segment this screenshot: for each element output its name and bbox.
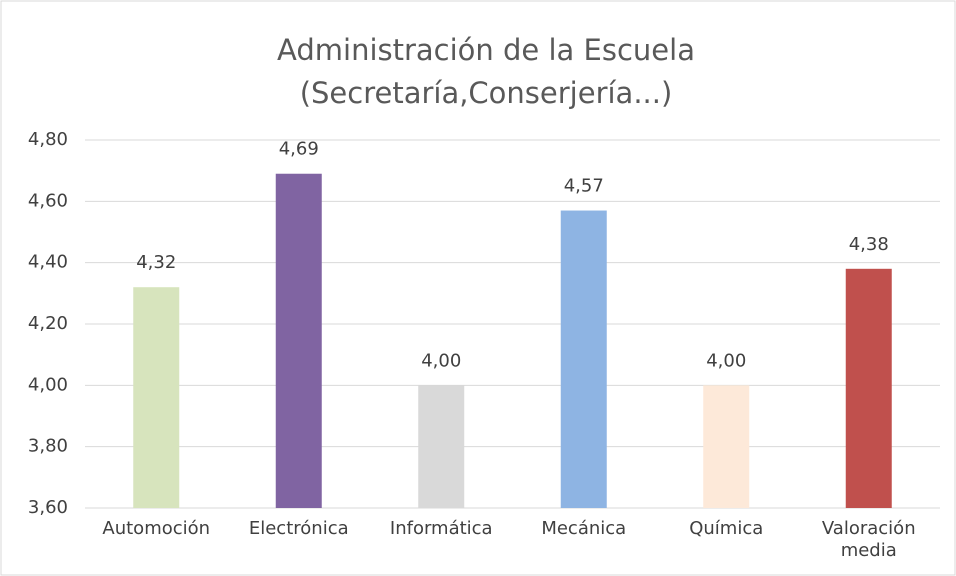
y-tick-label: 4,80 — [28, 129, 68, 150]
chart-title: (Secretaría,Conserjería...) — [300, 76, 673, 110]
data-label: 4,69 — [279, 139, 319, 160]
chart-title: Administración de la Escuela — [277, 33, 695, 67]
bar — [133, 287, 180, 508]
data-label: 4,32 — [136, 252, 176, 273]
y-tick-label: 4,40 — [28, 252, 68, 273]
y-tick-label: 4,00 — [28, 374, 68, 395]
bar — [703, 385, 750, 508]
x-tick-label: Informática — [389, 518, 493, 539]
data-label: 4,00 — [706, 350, 746, 371]
data-label: 4,57 — [564, 176, 604, 197]
x-tick-label: Química — [689, 518, 764, 539]
bar — [418, 385, 465, 508]
x-tick-label: Automoción — [102, 518, 211, 539]
bar — [560, 210, 607, 509]
y-tick-label: 3,60 — [28, 497, 68, 518]
data-label: 4,00 — [421, 350, 461, 371]
data-label: 4,38 — [849, 234, 889, 255]
y-tick-label: 4,60 — [28, 190, 68, 211]
y-tick-label: 4,20 — [28, 313, 68, 334]
bar — [275, 173, 322, 508]
x-tick-label: Valoración media — [821, 518, 916, 561]
y-tick-label: 3,80 — [28, 436, 68, 457]
x-tick-label: Mecánica — [541, 518, 627, 539]
x-tick-label: Electrónica — [248, 518, 349, 539]
bar — [845, 268, 892, 508]
